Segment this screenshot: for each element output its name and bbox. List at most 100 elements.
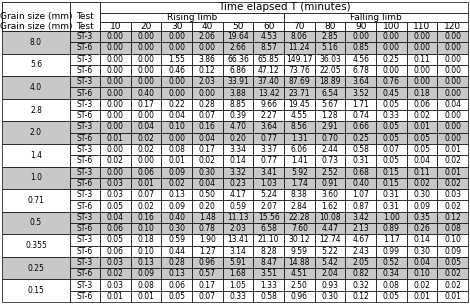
Bar	[70, 167, 100, 178]
Bar	[376, 22, 407, 31]
Bar	[2, 167, 70, 189]
Bar	[407, 268, 437, 279]
Text: 0.18: 0.18	[414, 88, 431, 98]
Bar	[70, 99, 100, 110]
Text: 6.86: 6.86	[229, 66, 246, 75]
Text: 0.00: 0.00	[168, 43, 185, 52]
Bar	[2, 144, 70, 167]
Bar	[100, 189, 131, 200]
Text: 0.03: 0.03	[107, 258, 124, 267]
Bar	[161, 99, 192, 110]
Text: 20: 20	[141, 22, 152, 31]
Text: 0.00: 0.00	[107, 88, 124, 98]
Bar	[2, 13, 100, 22]
Bar	[253, 121, 284, 133]
Text: 60: 60	[263, 22, 274, 31]
Text: 3.88: 3.88	[230, 88, 246, 98]
Bar	[376, 167, 407, 178]
Bar	[192, 54, 223, 65]
Bar	[192, 22, 223, 31]
Text: 2.85: 2.85	[321, 32, 338, 41]
Bar	[192, 155, 223, 167]
Text: 0.25: 0.25	[383, 55, 400, 64]
Bar	[131, 212, 161, 223]
Bar	[100, 234, 131, 246]
Text: 4.0: 4.0	[30, 83, 42, 92]
Text: ST-3: ST-3	[77, 123, 93, 131]
Text: 5.92: 5.92	[291, 168, 308, 177]
Text: 8.06: 8.06	[291, 32, 308, 41]
Bar	[315, 155, 345, 167]
Text: 0.17: 0.17	[199, 145, 216, 154]
Bar	[100, 2, 468, 13]
Text: 2.8: 2.8	[30, 105, 42, 115]
Bar	[70, 178, 100, 189]
Bar	[223, 167, 253, 178]
Text: 0.25: 0.25	[28, 264, 45, 273]
Bar	[315, 257, 345, 268]
Bar	[407, 76, 437, 88]
Bar	[253, 76, 284, 88]
Bar	[192, 212, 223, 223]
Bar	[161, 189, 192, 200]
Bar	[345, 279, 376, 291]
Bar	[253, 99, 284, 110]
Text: 0.45: 0.45	[383, 88, 400, 98]
Bar	[315, 279, 345, 291]
Bar	[253, 234, 284, 246]
Text: 0.05: 0.05	[383, 123, 400, 131]
Bar	[407, 144, 437, 155]
Text: 0.16: 0.16	[199, 123, 216, 131]
Text: 0.08: 0.08	[383, 281, 400, 290]
Bar	[315, 189, 345, 200]
Text: 0.82: 0.82	[352, 269, 369, 278]
Bar	[70, 291, 100, 302]
Bar	[253, 246, 284, 257]
Bar	[284, 133, 315, 144]
Bar	[2, 257, 70, 279]
Bar	[70, 65, 100, 76]
Bar	[223, 144, 253, 155]
Text: 2.03: 2.03	[199, 77, 216, 86]
Bar	[345, 42, 376, 54]
Text: 0.05: 0.05	[383, 292, 400, 301]
Bar	[315, 223, 345, 234]
Text: 7.60: 7.60	[291, 224, 308, 233]
Bar	[315, 268, 345, 279]
Bar	[131, 76, 161, 88]
Bar	[284, 13, 468, 22]
Bar	[407, 155, 437, 167]
Bar	[376, 212, 407, 223]
Text: 1.55: 1.55	[168, 55, 185, 64]
Text: 50: 50	[232, 22, 244, 31]
Text: 0.07: 0.07	[199, 292, 216, 301]
Text: 0.17: 0.17	[199, 281, 216, 290]
Text: 0.14: 0.14	[229, 156, 246, 165]
Bar	[437, 212, 468, 223]
Bar	[315, 167, 345, 178]
Bar	[376, 144, 407, 155]
Bar	[131, 54, 161, 65]
Bar	[100, 65, 131, 76]
Bar	[131, 155, 161, 167]
Bar	[100, 110, 131, 121]
Text: 0.00: 0.00	[414, 66, 431, 75]
Bar	[315, 99, 345, 110]
Text: 0.59: 0.59	[229, 202, 246, 211]
Bar	[407, 133, 437, 144]
Text: 1.68: 1.68	[230, 269, 246, 278]
Text: ST-3: ST-3	[77, 55, 93, 64]
Text: 22.28: 22.28	[289, 213, 310, 222]
Text: 1.07: 1.07	[352, 190, 369, 199]
Text: 0.34: 0.34	[383, 269, 400, 278]
Bar	[70, 223, 100, 234]
Bar	[315, 200, 345, 212]
Text: 0.04: 0.04	[199, 134, 216, 143]
Bar	[284, 212, 315, 223]
Text: 0.05: 0.05	[168, 292, 185, 301]
Bar	[437, 167, 468, 178]
Bar	[161, 223, 192, 234]
Bar	[315, 291, 345, 302]
Text: 0.68: 0.68	[352, 168, 369, 177]
Bar	[345, 133, 376, 144]
